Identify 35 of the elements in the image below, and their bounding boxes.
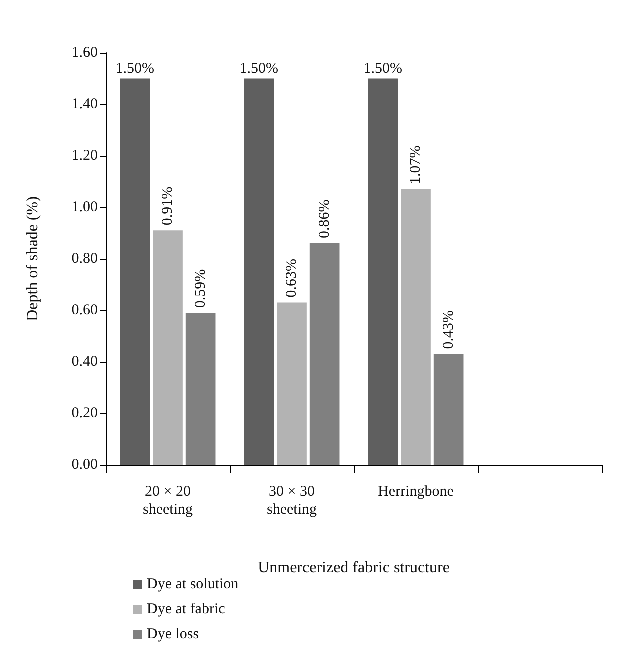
data-label: 0.86% <box>316 200 333 239</box>
data-label: 0.59% <box>192 269 209 308</box>
y-tick-label: 1.40 <box>72 96 98 112</box>
x-axis-title: Unmercerized fabric structure <box>258 560 450 576</box>
bar <box>186 313 216 465</box>
y-tick-label: 0.40 <box>72 354 98 370</box>
legend-label: Dye at fabric <box>147 602 226 618</box>
x-tick-label: Herringbone <box>378 484 454 500</box>
legend-label: Dye at solution <box>147 576 240 592</box>
y-tick-label: 0.00 <box>72 457 98 473</box>
data-label: 1.50% <box>116 60 155 77</box>
bar <box>120 78 150 465</box>
data-label: 1.07% <box>408 146 424 184</box>
bar <box>401 189 431 465</box>
data-label: 1.50% <box>240 60 279 77</box>
y-axis-title: Depth of shade (%) <box>24 196 42 322</box>
y-tick-label: 1.00 <box>72 200 98 216</box>
bar <box>368 78 398 465</box>
bar <box>153 230 183 465</box>
bar <box>277 302 307 465</box>
y-tick-label: 1.20 <box>72 148 98 164</box>
y-tick-label: 0.60 <box>72 302 98 318</box>
legend-label: Dye loss <box>147 626 200 642</box>
y-tick-label: 0.20 <box>72 406 98 422</box>
y-tick-label: 0.80 <box>72 251 98 267</box>
bar <box>434 354 464 465</box>
y-tick-label: 1.60 <box>72 45 98 61</box>
data-label: 0.43% <box>440 310 457 350</box>
data-label: 0.91% <box>160 186 176 226</box>
x-tick-label: 30 × 30 sheeting <box>267 484 318 518</box>
x-tick-label: 20 × 20 sheeting <box>143 484 194 518</box>
data-label: 1.50% <box>364 60 403 77</box>
bar <box>244 78 274 465</box>
bar <box>310 244 340 465</box>
data-label: 0.63% <box>284 259 300 298</box>
